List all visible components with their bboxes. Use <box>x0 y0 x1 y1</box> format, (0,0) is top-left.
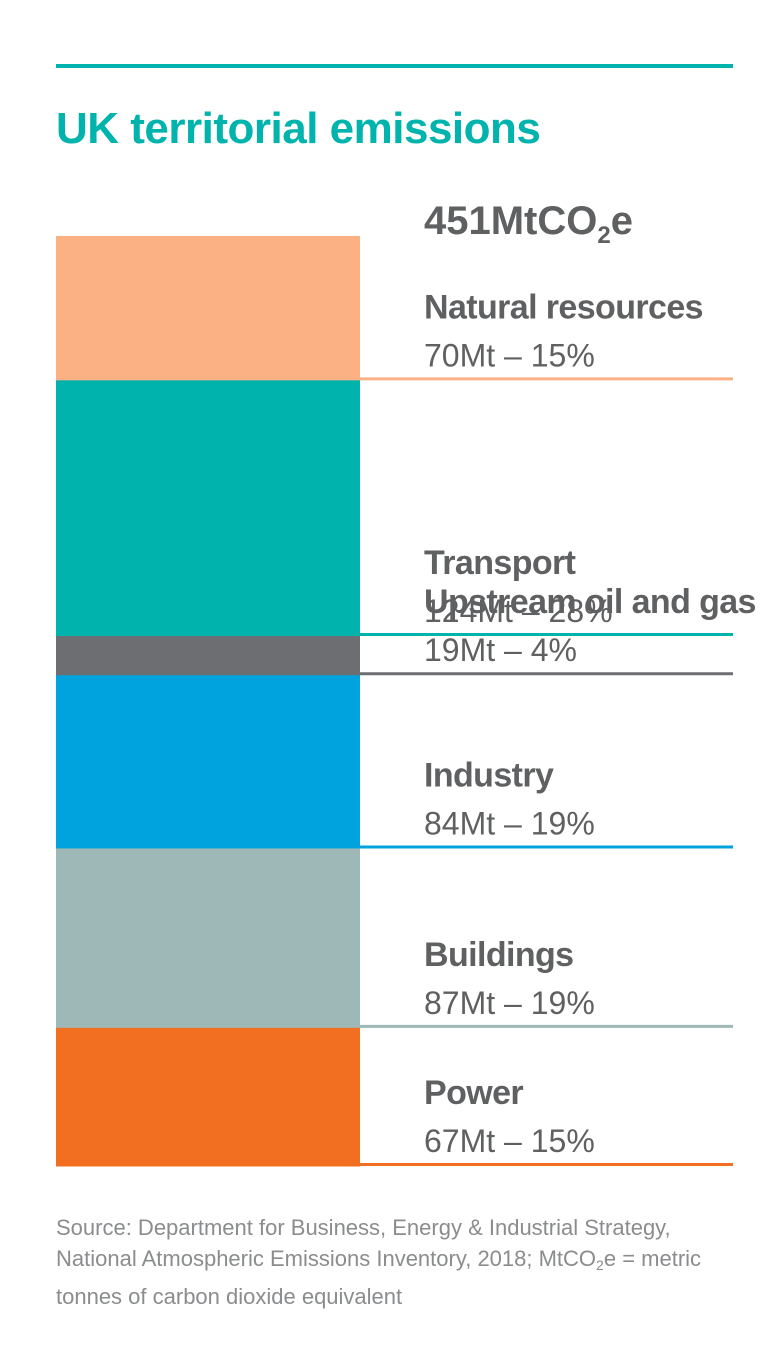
segment-value-natural-resources: 70Mt – 15% <box>424 337 595 373</box>
segment-name-upstream-oil-and-gas: Upstream oil and gas <box>424 583 756 621</box>
total-label: 451MtCO2e <box>424 199 633 249</box>
segment-bar-natural-resources <box>56 236 360 381</box>
segment-value-upstream-oil-and-gas: 19Mt – 4% <box>424 632 577 668</box>
segment-name-natural-resources: Natural resources <box>424 288 703 326</box>
segment-bar-industry <box>56 675 360 849</box>
segment-bar-transport <box>56 380 360 637</box>
segment-value-power: 67Mt – 15% <box>424 1123 595 1159</box>
segment-value-buildings: 87Mt – 19% <box>424 985 595 1021</box>
source-note: Source: Department for Business, Energy … <box>56 1215 702 1309</box>
segment-bar-upstream-oil-and-gas <box>56 636 360 676</box>
segment-value-transport: 124Mt – 28% <box>424 593 613 629</box>
segment-name-industry: Industry <box>424 756 554 794</box>
chart-segments: Natural resources 70Mt – 15% Transport 124M… <box>56 236 756 1167</box>
top-rule <box>56 64 733 68</box>
segment-name-transport: Transport <box>424 544 576 582</box>
stacked-emissions-chart: 451MtCO2e Natural resources 70Mt – 15% Tra… <box>56 199 756 1167</box>
segment-value-industry: 84Mt – 19% <box>424 805 595 841</box>
segment-name-power: Power <box>424 1074 523 1112</box>
segment-bar-buildings <box>56 848 360 1029</box>
chart-title: UK territorial emissions <box>56 104 541 153</box>
segment-bar-power <box>56 1027 360 1167</box>
segment-name-buildings: Buildings <box>424 936 573 974</box>
